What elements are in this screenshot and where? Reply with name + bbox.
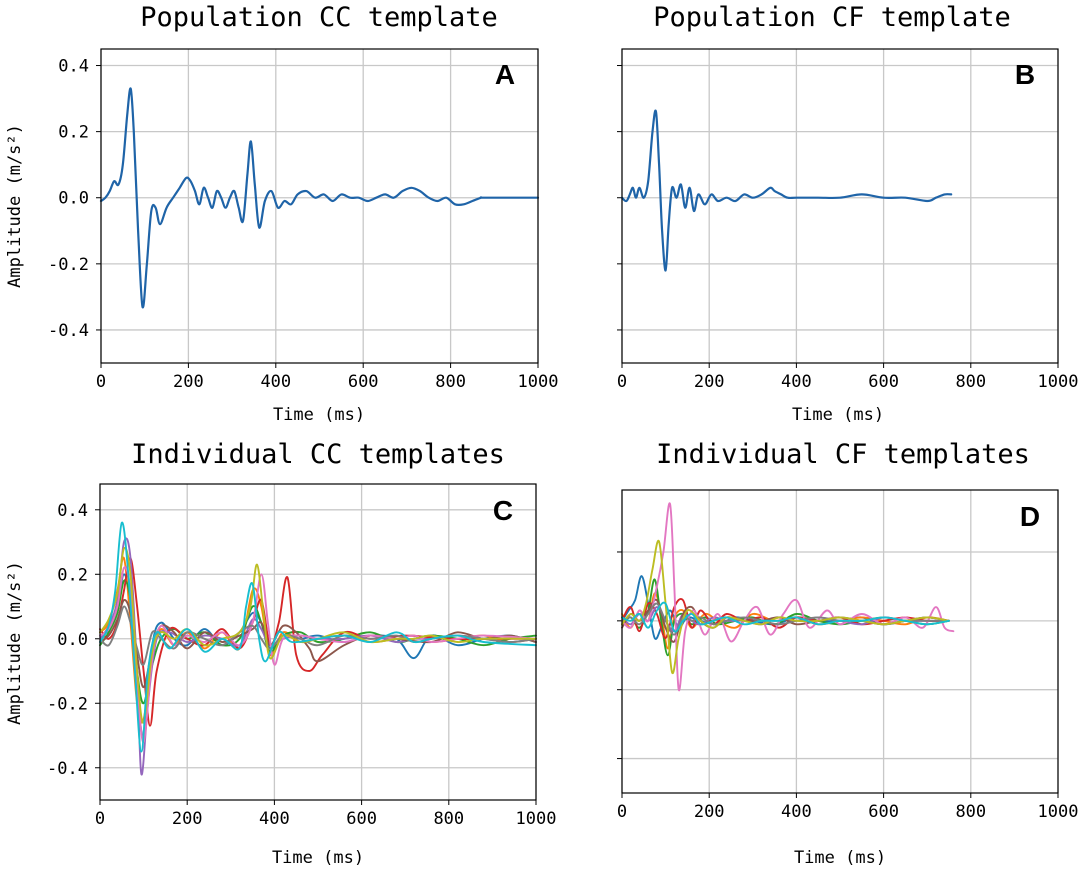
- panel-b-xtick-label: 200: [694, 372, 725, 392]
- panel-a-ytick-label: 0.4: [58, 57, 89, 77]
- panel-a-xlabel: Time (ms): [273, 405, 365, 425]
- panel-a-letter: A: [495, 59, 515, 90]
- panel-c-ticks: 0 200 400 600 800 1000 -0.4 -0.2 0.0 0.2 0.4: [47, 501, 556, 829]
- panel-c-xtick-label: 0: [95, 809, 105, 829]
- panel-a-ytick-label: -0.4: [48, 321, 89, 341]
- panel-a-xtick-label: 1000: [518, 372, 559, 392]
- panel-d-xtick-label: 400: [781, 802, 812, 822]
- panel-b-frame: [621, 48, 1059, 364]
- panel-d-series-line: [621, 601, 950, 633]
- panel-c-ylabel: Amplitude (m/s²): [5, 561, 25, 725]
- panel-a-xtick-label: 600: [348, 372, 379, 392]
- panel-a-ytick-label: 0.0: [58, 189, 89, 209]
- panel-b-xlabel: Time (ms): [792, 405, 884, 425]
- panel-d-xtick-label: 1000: [1038, 802, 1079, 822]
- panel-d-xtick-label: 0: [617, 802, 627, 822]
- panel-c-series-line: [99, 546, 537, 724]
- panel-c-series: [99, 521, 537, 776]
- panel-c-ytick-label: -0.4: [47, 759, 88, 779]
- panel-b-xtick-label: 800: [955, 372, 986, 392]
- panel-d-title: Individual CF templates: [656, 439, 1030, 470]
- panel-a-xtick-label: 800: [435, 372, 466, 392]
- panel-a-xtick-label: 0: [96, 372, 106, 392]
- panel-d-series: [621, 502, 955, 692]
- panel-d-series-line: [621, 502, 955, 692]
- panel-a-ytick-label: -0.2: [48, 255, 89, 275]
- panel-b-xtick-label: 400: [781, 372, 812, 392]
- panel-b-series: [620, 109, 953, 272]
- panel-c-ytick-label: 0.0: [57, 630, 88, 650]
- panel-c-ytick-label: 0.4: [57, 501, 88, 521]
- panel-c-letter: C: [493, 495, 513, 526]
- panel-c-ytick-label: -0.2: [47, 694, 88, 714]
- panel-d-xtick-label: 200: [694, 802, 725, 822]
- panel-d-letter: D: [1020, 501, 1040, 532]
- panel-c-xtick-label: 200: [172, 809, 203, 829]
- panel-a-xtick-label: 400: [260, 372, 291, 392]
- panel-a-series: [99, 87, 540, 309]
- panel-b-letter: B: [1015, 59, 1035, 90]
- panel-c-xtick-label: 1000: [516, 809, 557, 829]
- panel-b-series-line: [620, 109, 953, 272]
- panel-b-title: Population CF template: [653, 2, 1011, 33]
- panel-d-frame: [621, 489, 1059, 794]
- panel-c-series-line: [99, 566, 537, 743]
- panel-c-xtick-label: 600: [346, 809, 377, 829]
- panel-a-ylabel: Amplitude (m/s²): [5, 124, 25, 288]
- panel-c: Individual CC templates Amplitude (m/s²)…: [5, 439, 556, 868]
- panel-b-xtick-label: 1000: [1038, 372, 1079, 392]
- panel-b-grid: [621, 49, 1059, 363]
- panel-c-xtick-label: 400: [259, 809, 290, 829]
- panel-c-title: Individual CC templates: [131, 439, 505, 470]
- panel-a-frame: [100, 48, 539, 364]
- panel-d-xtick-label: 600: [868, 802, 899, 822]
- panel-a-xtick-label: 200: [173, 372, 204, 392]
- panel-c-xlabel: Time (ms): [272, 848, 364, 868]
- panel-a-ticks: 0 200 400 600 800 1000 -0.4 -0.2 0.0 0.2 0.4: [48, 57, 558, 392]
- panel-d: Individual CF templates Time (ms) 0 200 40…: [617, 439, 1079, 868]
- panel-c-frame: [99, 483, 537, 801]
- panel-a: Population CC template Amplitude (m/s²) …: [5, 2, 558, 425]
- panel-d-ticks: 0 200 400 600 800 1000: [617, 551, 1079, 822]
- panel-a-title: Population CC template: [140, 2, 498, 33]
- panel-a-series-line: [99, 87, 540, 309]
- panel-c-xtick-label: 800: [433, 809, 464, 829]
- panel-d-grid: [621, 490, 1059, 793]
- panel-b: Population CF template Time (ms) 0 200 400…: [617, 2, 1079, 425]
- panel-c-series-line: [99, 573, 537, 738]
- panel-d-xlabel: Time (ms): [794, 848, 886, 868]
- panel-b-ticks: 0 200 400 600 800 1000: [617, 65, 1079, 392]
- panel-d-xtick-label: 800: [955, 802, 986, 822]
- panel-c-ytick-label: 0.2: [57, 565, 88, 585]
- panel-b-xtick-label: 0: [617, 372, 627, 392]
- panel-a-ytick-label: 0.2: [58, 123, 89, 143]
- panel-d-series-line: [621, 539, 950, 675]
- panel-c-series-line: [99, 521, 537, 753]
- panel-b-xtick-label: 600: [868, 372, 899, 392]
